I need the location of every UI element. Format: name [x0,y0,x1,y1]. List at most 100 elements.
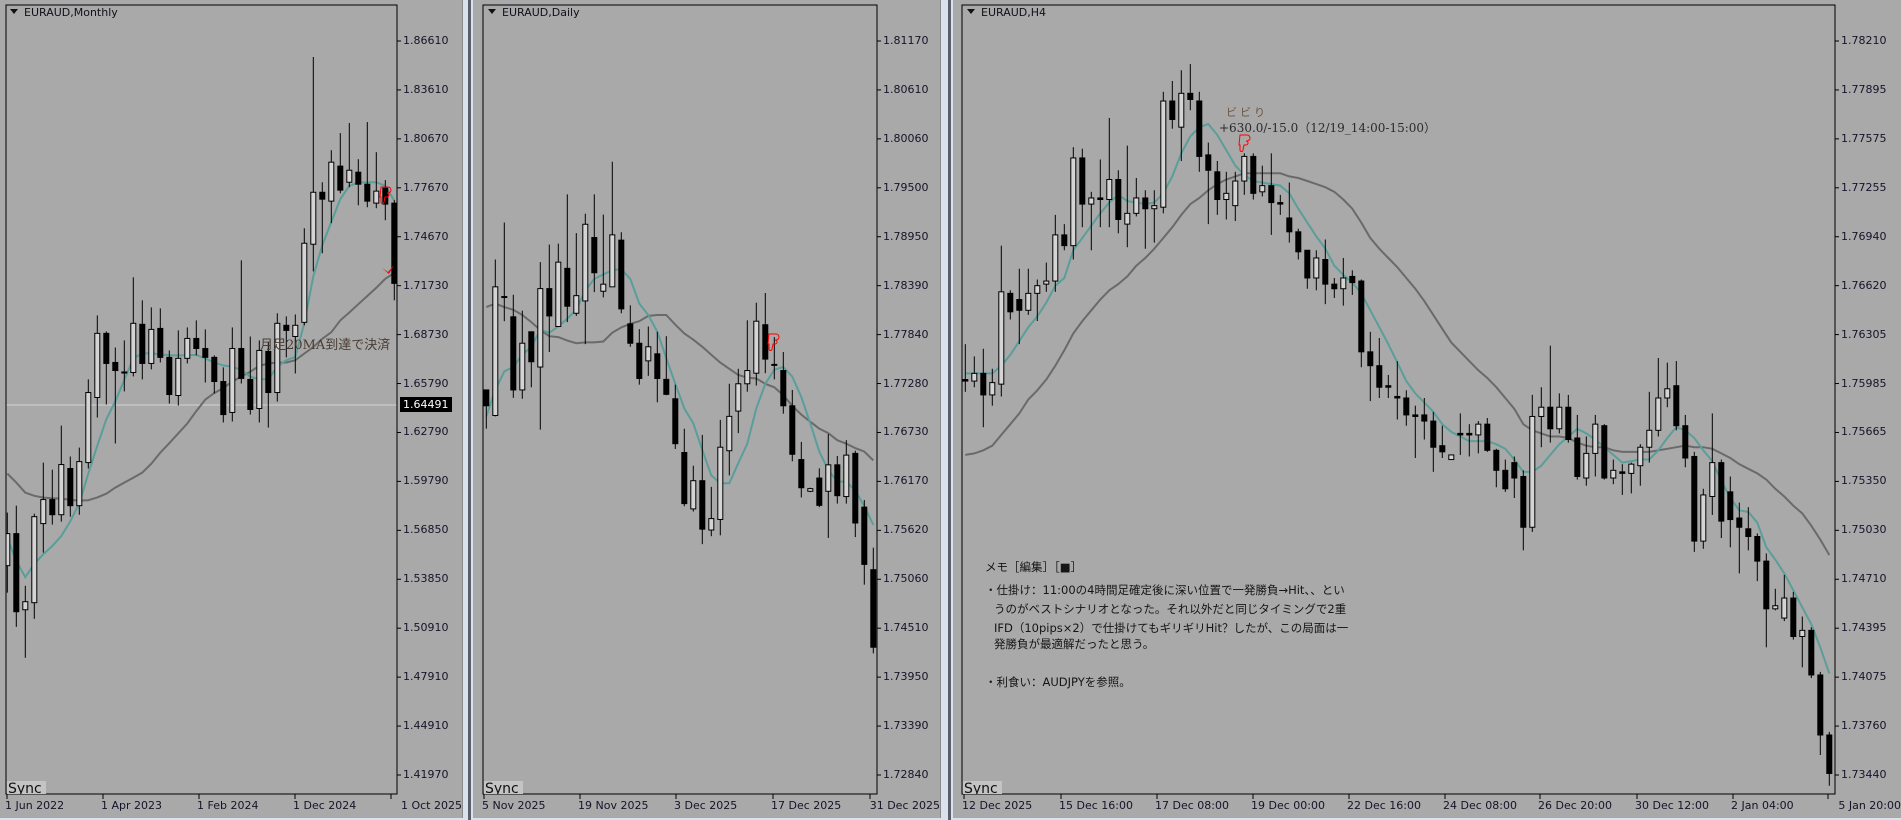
candle-bullish [184,327,191,364]
price-axis-label: 1.76730 [883,425,929,439]
candle-bullish [645,326,652,376]
window-separator[interactable] [948,0,951,820]
candle-body [319,191,326,200]
candle-body [825,464,832,492]
candle-bullish [1709,413,1716,515]
candle-body [1178,92,1185,128]
candle-bullish [1529,394,1536,532]
candle-body [708,518,715,531]
candle-body [1655,397,1662,431]
candle-bullish [130,277,137,377]
candle-bullish [825,433,832,538]
candle-body [1313,257,1320,279]
time-axis-label: 3 Dec 2025 [674,799,738,812]
candle-bullish [573,233,580,316]
sync-button[interactable]: Sync [7,781,46,794]
memo-title[interactable]: メモ［編集］［■］ [985,560,1083,574]
candle-bullish [1160,91,1167,214]
candle-body [861,506,868,565]
memo-line: 発勝負が最適解だったと思う。 [994,637,1155,651]
candle-body [627,323,634,344]
candle-body [1493,449,1500,471]
sync-button[interactable]: Sync [963,781,1002,794]
price-axis-label: 1.75620 [883,523,929,537]
candle-bullish [1259,165,1266,197]
candle-body [672,398,679,445]
candle-bearish [861,500,868,585]
memo-line: うのがベストシナリオとなった。それ以外だと同じタイミングで2重 [994,602,1347,616]
candle-body [1169,100,1176,120]
candle-body [789,405,796,455]
candle-bearish [1097,159,1104,228]
chart-window-h4[interactable] [953,0,1901,818]
candle-bearish [1682,414,1689,468]
price-axis-label: 1.74075 [1841,670,1887,684]
candle-bearish [319,182,326,254]
candle-body [1349,275,1356,284]
price-axis-label: 1.72840 [883,768,929,781]
candle-body [139,323,146,364]
candle-bearish [1565,394,1572,443]
price-plot[interactable] [962,64,1833,786]
candle-body [1124,212,1131,225]
candle-body [85,392,92,464]
price-plot[interactable] [483,161,877,654]
candle-body [1034,285,1041,294]
chart-title-daily[interactable]: EURAUD,Daily [488,6,580,19]
chart-window-daily[interactable] [473,0,941,818]
price-axis-label: 1.73760 [1841,719,1887,733]
candle-bearish [1691,451,1698,552]
candle-bullish [292,314,299,374]
candle-body [717,446,724,520]
candle-body [798,459,805,489]
candle-bullish [1475,421,1482,454]
candle-bullish [1781,574,1788,622]
candle-body [483,389,490,407]
trade-note-result: +630.0/-15.0（12/19_14:00-15:00） [1219,121,1437,135]
candle-bullish [582,213,589,345]
candle-bullish [346,123,353,188]
chart-title-monthly[interactable]: EURAUD,Monthly [10,6,118,19]
sync-button[interactable]: Sync [484,781,523,794]
candle-bearish [1547,345,1554,443]
candle-body [1304,249,1311,279]
candle-bullish [555,243,562,327]
candle-body [292,324,299,337]
candle-bearish [483,389,490,429]
candle-body [1538,406,1545,417]
dropdown-triangle-icon[interactable] [488,9,496,14]
dropdown-triangle-icon[interactable] [967,9,975,14]
candle-bullish [1151,190,1158,243]
price-axis-label: 1.74510 [883,621,929,635]
candle-body [1592,423,1599,454]
price-axis-label: 1.75060 [883,572,929,586]
symbol-period-label: EURAUD,H4 [981,6,1047,19]
candle-bearish [591,194,598,293]
candle-body [49,499,56,516]
candle-bearish [1007,290,1014,320]
candle-body [1142,197,1149,210]
window-separator[interactable] [468,0,471,820]
price-plot[interactable] [5,56,397,658]
candle-bearish [1385,374,1392,398]
price-axis-label: 1.78210 [1841,34,1887,47]
dropdown-triangle-icon[interactable] [10,9,18,14]
candle-body [663,378,670,395]
candle-body [337,165,344,191]
candle-bearish [1619,464,1626,495]
candle-body [564,267,571,307]
price-axis-label: 1.73440 [1841,768,1887,781]
chart-title-h4[interactable]: EURAUD,H4 [967,6,1046,19]
candle-bearish [283,316,290,358]
price-axis-label: 1.76305 [1841,327,1887,341]
candle-body [1781,597,1788,619]
candle-body [753,320,760,374]
candle-bullish [1655,357,1662,437]
candle-bearish [1520,470,1527,551]
candle-body [211,356,218,383]
candle-bullish [94,315,101,418]
candle-bullish [1241,153,1248,195]
candle-bearish [1187,64,1194,111]
time-axis-label: 19 Nov 2025 [578,799,649,812]
